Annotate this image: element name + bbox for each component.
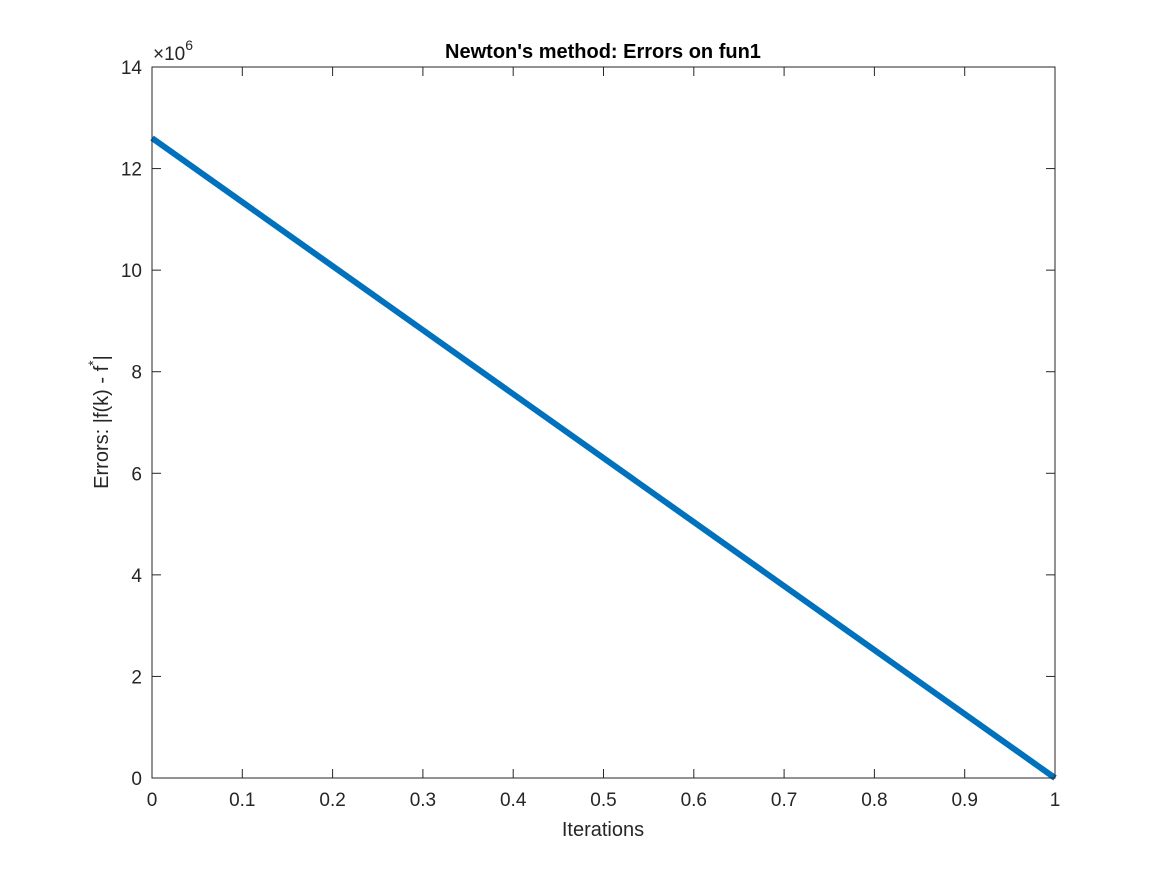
y-exponent-base: ×10 <box>153 44 185 65</box>
x-tick-label: 0.4 <box>500 790 527 811</box>
plot-layer <box>150 135 1057 781</box>
y-tick-label: 0 <box>131 769 142 790</box>
y-axis-label-main: Errors: |f(k) - f <box>91 365 113 488</box>
y-tick-label: 12 <box>121 160 142 181</box>
chart-title: Newton's method: Errors on fun1 <box>445 41 761 63</box>
y-tick-label: 14 <box>121 58 143 79</box>
y-tick-label: 8 <box>131 363 142 384</box>
y-tick-label: 4 <box>131 566 142 587</box>
x-tick-label: 1 <box>1050 790 1061 811</box>
y-axis-label: Errors: |f(k) - f*| <box>85 355 113 489</box>
y-tick-label: 6 <box>131 464 142 485</box>
y-axis-label-closing: | <box>91 355 113 360</box>
y-tick-label: 10 <box>121 261 142 282</box>
x-tick-label: 0.7 <box>771 790 797 811</box>
y-exponent-label: ×106 <box>153 37 193 65</box>
y-tick-label: 2 <box>131 667 142 688</box>
x-tick-label: 0 <box>147 790 158 811</box>
x-tick-label: 0.5 <box>590 790 616 811</box>
x-tick-label: 0.6 <box>681 790 707 811</box>
x-tick-label: 0.9 <box>951 790 977 811</box>
x-axis-label: Iterations <box>562 819 644 841</box>
x-tick-label: 0.8 <box>861 790 887 811</box>
x-tick-label: 0.2 <box>319 790 345 811</box>
series-line <box>150 135 1057 781</box>
x-tick-label: 0.1 <box>229 790 255 811</box>
x-tick-label: 0.3 <box>410 790 436 811</box>
y-exponent-power: 6 <box>185 37 193 53</box>
y-axis-label-superscript: * <box>85 360 101 366</box>
